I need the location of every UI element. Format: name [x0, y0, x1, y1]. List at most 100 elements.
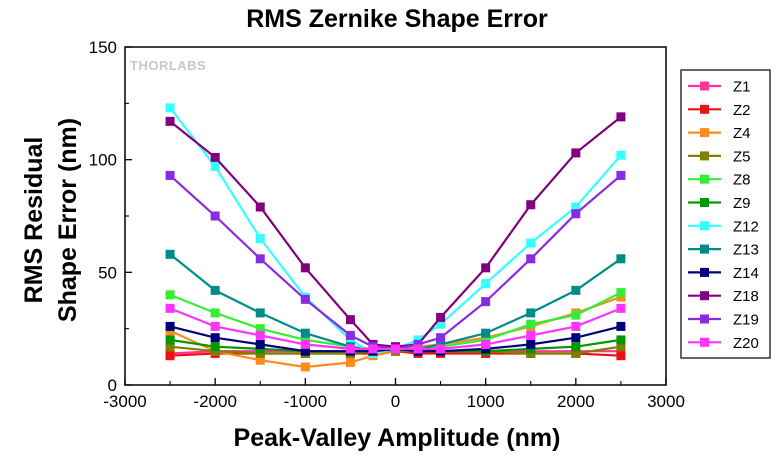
legend-label: Z12 — [733, 218, 759, 235]
legend-item-z2: Z2 — [688, 102, 751, 119]
data-point-z19 — [345, 330, 355, 340]
x-axis-label: Peak-Valley Amplitude (nm) — [234, 424, 561, 452]
data-point-z18 — [616, 112, 626, 122]
data-point-z20 — [345, 344, 355, 354]
data-point-z20 — [255, 330, 265, 340]
y-tick-label: 50 — [98, 263, 117, 282]
data-point-z2 — [165, 351, 175, 361]
legend-item-z12: Z12 — [688, 218, 759, 235]
data-point-z13 — [571, 285, 581, 295]
legend-label: Z18 — [733, 288, 759, 305]
legend-marker — [700, 198, 709, 207]
legend-marker — [700, 174, 709, 184]
data-point-z18 — [345, 315, 355, 325]
data-point-z13 — [300, 328, 310, 338]
y-axis-label-group-2: Shape Error (nm) — [54, 118, 82, 322]
data-point-z12 — [616, 150, 626, 160]
y-tick-label: 0 — [108, 376, 117, 395]
legend-entries: Z1 Z2 Z4 Z5 Z8 Z9 Z12 Z13 Z14 Z18 Z19 Z20 — [688, 79, 759, 352]
data-point-z13 — [436, 339, 446, 349]
data-point-z13 — [165, 249, 175, 259]
legend-item-z14: Z14 — [688, 265, 759, 282]
data-point-z13 — [526, 308, 536, 318]
data-point-z19 — [413, 339, 423, 349]
series-group — [165, 103, 626, 372]
data-point-z9 — [571, 342, 581, 352]
series-line-z4 — [169, 296, 622, 369]
data-point-z4 — [616, 292, 626, 302]
data-point-z20 — [436, 344, 446, 354]
thorlabs-watermark: THORLABS — [130, 58, 206, 73]
x-tick-label: 1000 — [467, 392, 505, 411]
data-point-z5 — [571, 348, 581, 358]
data-point-z20 — [368, 344, 378, 354]
legend-item-z19: Z19 — [688, 312, 759, 329]
legend-item-z9: Z9 — [688, 195, 751, 212]
legend-label: Z5 — [733, 148, 751, 165]
data-point-z12 — [571, 202, 581, 212]
data-point-z12 — [481, 279, 491, 289]
legend — [680, 69, 771, 359]
data-point-z19 — [436, 333, 446, 343]
data-point-z14 — [165, 321, 175, 331]
data-point-z12 — [436, 319, 446, 329]
data-point-z18 — [300, 263, 310, 273]
data-point-z9 — [255, 344, 265, 354]
data-point-z18 — [165, 116, 175, 126]
data-point-z20 — [616, 303, 626, 313]
data-point-z20 — [571, 321, 581, 331]
x-tick-label: -2000 — [193, 392, 236, 411]
series-line-z13 — [169, 253, 622, 353]
legend-label: Z13 — [733, 242, 759, 259]
data-point-z12 — [413, 335, 423, 345]
data-point-z13 — [255, 308, 265, 318]
y-axis-label-line1: RMS Residual — [20, 137, 48, 304]
data-point-z5 — [526, 348, 536, 358]
legend-marker — [700, 291, 709, 301]
legend-label: Z4 — [733, 125, 751, 142]
data-point-z20 — [165, 303, 175, 313]
data-point-z8 — [481, 335, 491, 345]
y-axis-label-group: RMS Residual — [20, 137, 48, 304]
data-point-z20 — [526, 330, 536, 340]
series-z4 — [165, 292, 626, 372]
x-tick-label: -3000 — [103, 392, 146, 411]
data-point-z20 — [210, 321, 220, 331]
data-point-z14 — [526, 339, 536, 349]
data-point-z8 — [255, 324, 265, 334]
y-tick-label: 150 — [89, 38, 117, 57]
series-z20 — [165, 303, 626, 354]
data-point-z12 — [210, 161, 220, 171]
chart-title: RMS Zernike Shape Error — [246, 5, 548, 33]
legend-item-z1: Z1 — [688, 79, 751, 96]
x-tick-label: -1000 — [284, 392, 327, 411]
legend-marker — [700, 104, 709, 114]
data-point-z9 — [165, 335, 175, 345]
data-point-z8 — [526, 319, 536, 329]
legend-label: Z9 — [733, 195, 751, 212]
x-tick-label: 0 — [391, 392, 400, 411]
data-point-z20 — [413, 344, 423, 354]
data-point-z18 — [571, 148, 581, 158]
data-point-z19 — [300, 294, 310, 304]
data-point-z18 — [481, 263, 491, 273]
data-point-z8 — [571, 310, 581, 320]
legend-marker — [700, 314, 709, 324]
y-axis-label-line2: Shape Error (nm) — [54, 118, 82, 322]
data-point-z9 — [616, 335, 626, 345]
data-point-z14 — [571, 333, 581, 343]
data-point-z5 — [165, 342, 175, 352]
legend-marker — [700, 81, 709, 91]
data-point-z13 — [481, 328, 491, 338]
data-point-z5 — [255, 348, 265, 358]
data-point-z19 — [165, 170, 175, 180]
data-point-z12 — [345, 335, 355, 345]
x-tick-label: 2000 — [557, 392, 595, 411]
legend-marker — [700, 337, 709, 347]
data-point-z19 — [526, 254, 536, 264]
series-line-z12 — [169, 107, 622, 355]
x-tick-label: 3000 — [647, 392, 685, 411]
data-point-z5 — [210, 346, 220, 356]
data-point-z4 — [165, 326, 175, 336]
